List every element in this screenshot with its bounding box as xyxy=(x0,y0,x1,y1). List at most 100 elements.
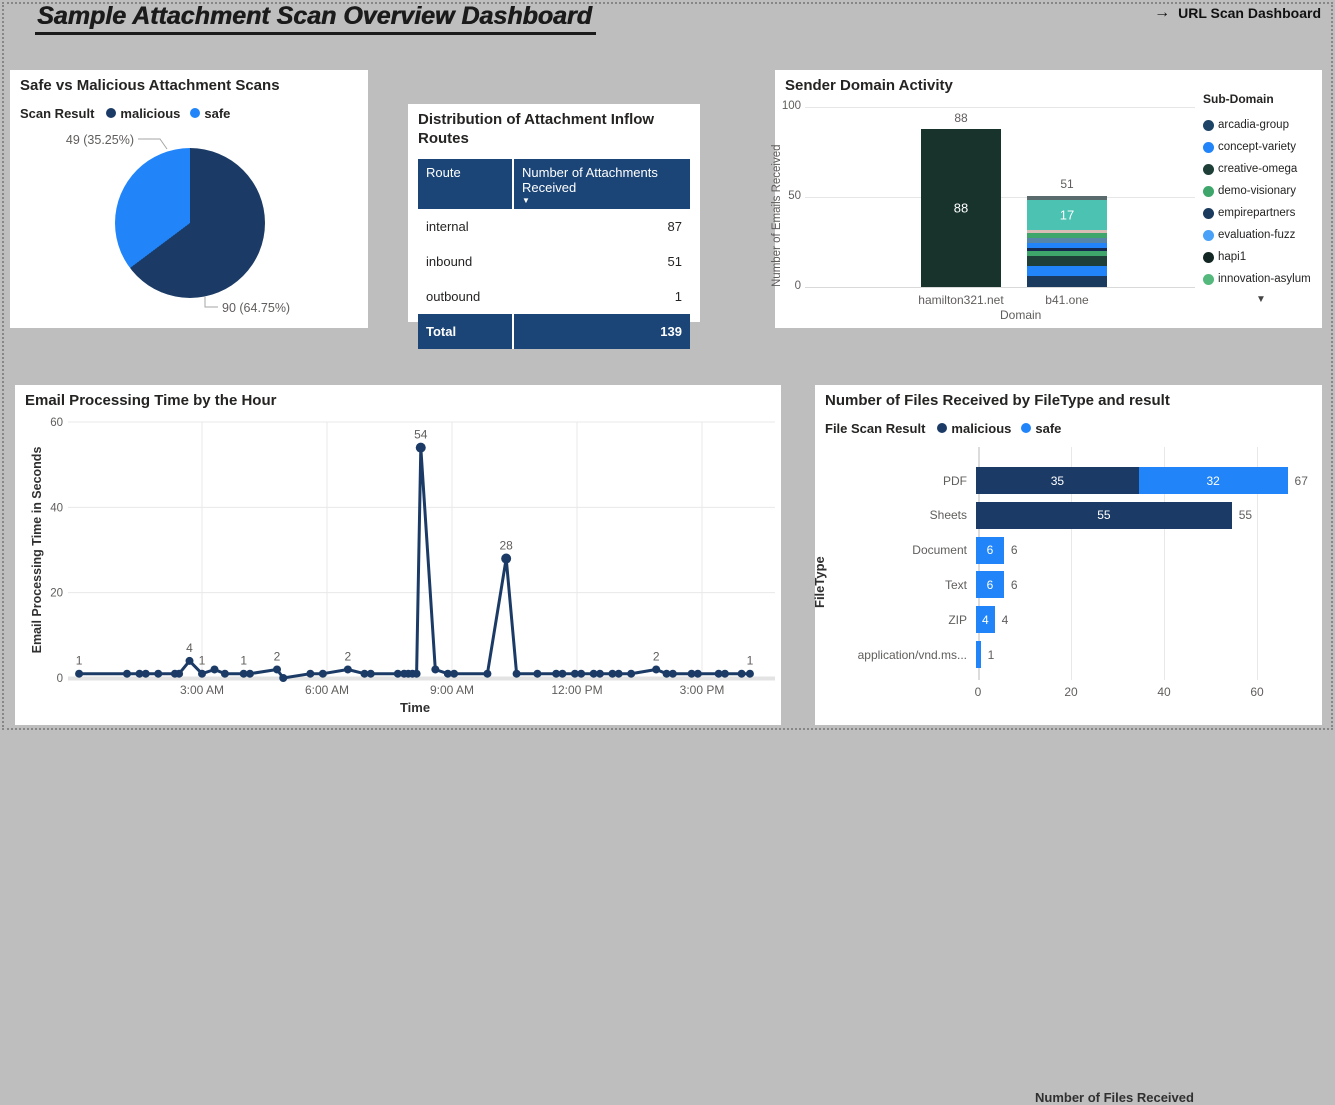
bar-segment-safe[interactable]: 32 xyxy=(1138,467,1288,494)
data-point[interactable] xyxy=(175,669,184,678)
data-point[interactable] xyxy=(306,669,315,678)
stacked-bar-PDF[interactable]: 35 32 xyxy=(976,467,1288,494)
data-point[interactable] xyxy=(141,669,150,678)
bar-segment[interactable]: 88 xyxy=(921,128,1001,287)
legend-item-evaluation-fuzz[interactable]: evaluation-fuzz xyxy=(1203,224,1319,246)
bar-segment-safe[interactable]: 6 xyxy=(976,571,1004,599)
column-header-route[interactable]: Route xyxy=(418,158,513,209)
data-point[interactable] xyxy=(652,665,661,674)
data-point[interactable] xyxy=(135,669,144,678)
data-point[interactable] xyxy=(154,669,163,678)
segment-data-label: 17 xyxy=(1059,207,1075,223)
data-point[interactable] xyxy=(737,669,746,678)
data-point[interactable] xyxy=(279,674,288,682)
legend-item-creative-omega[interactable]: creative-omega xyxy=(1203,158,1319,180)
data-point[interactable] xyxy=(245,669,254,678)
data-point[interactable] xyxy=(220,669,229,678)
bar-segment[interactable] xyxy=(1027,251,1107,256)
data-point[interactable] xyxy=(627,669,636,678)
legend-item-concept-variety[interactable]: concept-variety xyxy=(1203,136,1319,158)
legend-item-innovation-asylum[interactable]: innovation-asylum xyxy=(1203,268,1319,290)
table-row[interactable]: outbound 1 xyxy=(418,279,690,314)
data-point[interactable] xyxy=(570,669,579,678)
bar-segment-safe[interactable]: 6 xyxy=(976,536,1004,564)
bar-segment[interactable] xyxy=(1027,237,1107,243)
bar-segment[interactable] xyxy=(1027,196,1107,200)
bar-segment[interactable] xyxy=(1027,248,1107,251)
bar-segment[interactable] xyxy=(1027,233,1107,238)
data-point[interactable] xyxy=(210,665,219,674)
data-point[interactable] xyxy=(668,669,677,678)
bar-segment[interactable] xyxy=(1027,276,1107,287)
bar-segment-safe[interactable] xyxy=(976,641,981,668)
data-point[interactable] xyxy=(483,669,492,678)
table-row[interactable]: inbound 51 xyxy=(418,244,690,279)
url-scan-dashboard-link[interactable]: → URL Scan Dashboard xyxy=(1154,4,1321,22)
data-point[interactable] xyxy=(343,665,352,674)
stacked-bar-application/vnd.ms...[interactable] xyxy=(976,641,981,668)
data-point[interactable] xyxy=(595,669,604,678)
legend-item-malicious[interactable]: malicious xyxy=(937,421,1011,436)
bar-segment-malicious[interactable]: 35 xyxy=(976,467,1139,494)
data-point[interactable] xyxy=(608,669,617,678)
data-point[interactable] xyxy=(443,669,452,678)
data-point[interactable] xyxy=(662,669,671,678)
bar-segment-safe[interactable]: 4 xyxy=(976,606,995,634)
data-point[interactable] xyxy=(318,669,327,678)
pie-panel: Safe vs Malicious Attachment Scans Scan … xyxy=(10,70,368,328)
legend-item-safe[interactable]: safe xyxy=(190,106,230,121)
bar-segment-malicious[interactable]: 55 xyxy=(976,501,1232,529)
legend-item-arcadia-group[interactable]: arcadia-group xyxy=(1203,114,1319,136)
data-point[interactable] xyxy=(431,665,440,674)
bar-segment[interactable]: 17 xyxy=(1027,199,1107,231)
legend-item-safe[interactable]: safe xyxy=(1021,421,1061,436)
data-point[interactable] xyxy=(512,669,521,678)
stacked-bar-Sheets[interactable]: 55 xyxy=(976,501,1232,529)
column-header-attachments[interactable]: Number of Attachments Received ▼ xyxy=(512,158,690,209)
data-point[interactable] xyxy=(589,669,598,678)
data-point[interactable] xyxy=(614,669,623,678)
data-point[interactable] xyxy=(533,669,542,678)
data-point[interactable] xyxy=(714,669,723,678)
data-point[interactable] xyxy=(720,669,729,678)
legend-item-empirepartners[interactable]: empirepartners xyxy=(1203,202,1319,224)
bar-segment[interactable] xyxy=(1027,266,1107,277)
stacked-bar-Document[interactable]: 6 xyxy=(976,536,1004,564)
data-point[interactable] xyxy=(415,442,426,453)
bar-segment[interactable] xyxy=(1027,242,1107,249)
stacked-bar-b41.one[interactable]: 17 xyxy=(1027,195,1107,287)
data-point[interactable] xyxy=(577,669,586,678)
legend-item-malicious[interactable]: malicious xyxy=(106,106,180,121)
data-point[interactable] xyxy=(552,669,561,678)
table-row[interactable]: internal 87 xyxy=(418,209,690,244)
stacked-bar-ZIP[interactable]: 4 xyxy=(976,606,995,634)
bar-total-label: 67 xyxy=(1294,473,1308,488)
data-point[interactable] xyxy=(501,553,512,564)
data-point[interactable] xyxy=(123,669,132,678)
data-point[interactable] xyxy=(693,669,702,678)
data-point[interactable] xyxy=(558,669,567,678)
legend-scroll-chevron-icon[interactable]: ▼ xyxy=(1256,294,1266,305)
data-point[interactable] xyxy=(185,656,194,665)
data-point[interactable] xyxy=(75,669,84,678)
bar-total-label: 55 xyxy=(1238,508,1253,523)
bar-segment[interactable] xyxy=(1027,255,1107,267)
sort-descending-icon[interactable]: ▼ xyxy=(522,195,530,205)
pie-chart[interactable] xyxy=(115,148,265,298)
legend-item-label: empirepartners xyxy=(1218,207,1296,219)
data-point[interactable] xyxy=(393,669,402,678)
data-point[interactable] xyxy=(687,669,696,678)
data-point[interactable] xyxy=(450,669,459,678)
data-point[interactable] xyxy=(366,669,375,678)
data-point[interactable] xyxy=(745,669,754,678)
data-point[interactable] xyxy=(360,669,369,678)
stacked-bar-Text[interactable]: 6 xyxy=(976,571,1004,599)
legend-item-hapi1[interactable]: hapi1 xyxy=(1203,246,1319,268)
legend-item-demo-visionary[interactable]: demo-visionary xyxy=(1203,180,1319,202)
data-point[interactable] xyxy=(412,669,421,678)
data-point[interactable] xyxy=(198,669,207,678)
bar-segment[interactable] xyxy=(1027,230,1107,234)
data-point[interactable] xyxy=(273,665,282,674)
stacked-bar-hamilton321.net[interactable]: 88 xyxy=(921,128,1001,287)
data-point[interactable] xyxy=(239,669,248,678)
